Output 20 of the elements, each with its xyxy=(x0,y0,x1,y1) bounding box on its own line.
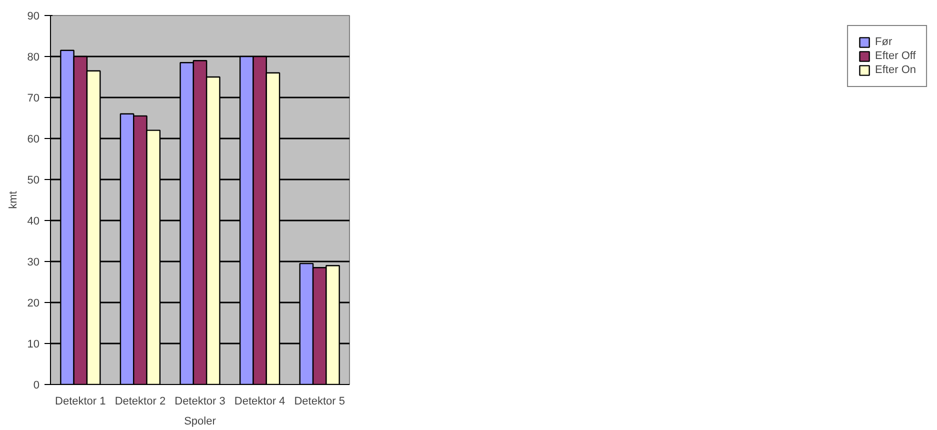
y-tick-label: 30 xyxy=(27,256,40,268)
y-tick-label: 60 xyxy=(27,134,40,146)
legend-label: Efter On xyxy=(875,64,916,76)
y-tick-label: 70 xyxy=(27,92,40,104)
x-tick-label: Detektor 1 xyxy=(55,396,106,408)
x-tick-label: Detektor 5 xyxy=(294,396,345,408)
y-tick-label: 90 xyxy=(27,10,40,22)
x-tick-label: Detektor 3 xyxy=(174,396,226,408)
y-tick-label: 0 xyxy=(33,380,40,392)
y-tick-label: 50 xyxy=(27,174,40,186)
y-tick-label: 10 xyxy=(27,338,40,350)
y-tick-label: 20 xyxy=(27,298,40,310)
x-tick-label: Detektor 4 xyxy=(234,396,286,408)
y-tick-label: 40 xyxy=(27,216,40,228)
x-tick-label: Detektor 2 xyxy=(114,396,166,408)
x-axis-title: Spoler xyxy=(184,416,216,428)
y-axis-title: kmt xyxy=(7,191,20,209)
y-tick-label: 80 xyxy=(27,52,40,64)
legend-label: Efter Off xyxy=(875,50,916,62)
legend-label: Før xyxy=(875,36,894,48)
